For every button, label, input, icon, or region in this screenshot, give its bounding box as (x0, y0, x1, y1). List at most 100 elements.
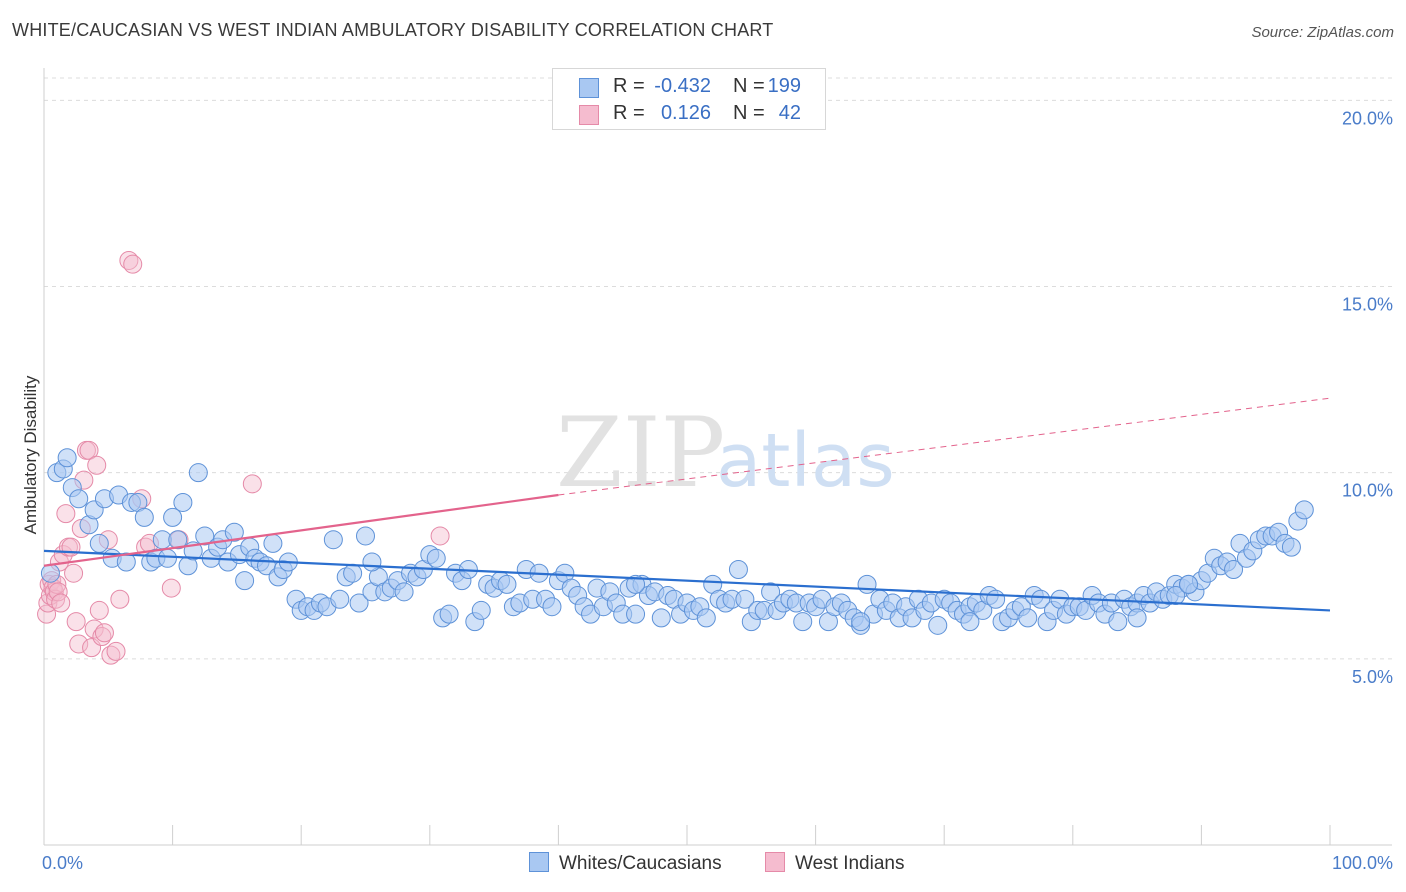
whites-point (163, 507, 183, 527)
west-indians-point (430, 526, 450, 546)
whites-point (735, 589, 755, 609)
whites-point (1179, 574, 1199, 594)
west-indians-point (242, 474, 262, 494)
whites-point (960, 612, 980, 632)
legend-row-whites: R = -0.432 N = 199 (553, 75, 825, 101)
whites-point (1166, 586, 1186, 606)
whites-point (173, 492, 193, 512)
whites-point (195, 526, 215, 546)
whites-point (1294, 500, 1314, 520)
whites-point (793, 612, 813, 632)
chart-title: WHITE/CAUCASIAN VS WEST INDIAN AMBULATOR… (12, 20, 774, 40)
whites-point (356, 526, 375, 546)
correlation-legend: R = -0.432 N = 199 R = 0.126 N = 42 (552, 68, 826, 130)
series-legend: Whites/Caucasians West Indians (0, 852, 1406, 878)
legend-row-west-indians: R = 0.126 N = 42 (553, 102, 825, 128)
legend-r-label: R = (613, 75, 645, 97)
whites-point (928, 615, 948, 635)
x-tick-labels: 0.0% 100.0% (42, 853, 1393, 873)
legend-swatch-blue (579, 78, 599, 98)
west-indians-point (56, 504, 76, 524)
y-tick-label: 10.0% (1342, 481, 1393, 501)
whites-point (349, 593, 369, 613)
whites-point (235, 571, 255, 591)
x-tick-label: 100.0% (1332, 853, 1393, 873)
west-indians-point (66, 612, 86, 632)
legend-n-label: N = (733, 102, 765, 124)
whites-point (394, 582, 414, 602)
legend-item-whites[interactable]: Whites/Caucasians (529, 852, 722, 875)
west-indians-point (87, 455, 107, 475)
west-indians-trend-line (43, 493, 559, 567)
west-indians-point (92, 626, 112, 646)
whites-point (168, 530, 188, 550)
west-indians-point (48, 582, 68, 602)
whites-trend-line (43, 549, 1331, 612)
west-indians-point (161, 578, 181, 598)
west-indians-point (79, 440, 99, 460)
legend-label-whites: Whites/Caucasians (559, 853, 722, 874)
x-tick-label: 0.0% (42, 853, 83, 873)
whites-point (626, 604, 646, 624)
whites-point (188, 463, 208, 483)
west-indians-point (84, 619, 104, 639)
legend-swatch-pink (579, 105, 599, 125)
legend-swatch-blue (529, 852, 549, 872)
legend-n-value: 42 (778, 102, 801, 124)
whites-point (1281, 537, 1301, 557)
whites-point (1018, 608, 1038, 628)
west-indians-point (69, 634, 89, 654)
whites-point (330, 589, 350, 609)
whites-point (542, 597, 562, 617)
y-tick-label: 20.0% (1342, 108, 1393, 128)
west-indians-point (106, 641, 126, 661)
west-indians-point (101, 645, 121, 665)
west-indians-point (123, 254, 143, 274)
west-indians-point (119, 250, 139, 270)
y-tick-label: 15.0% (1342, 295, 1393, 315)
legend-item-west-indians[interactable]: West Indians (765, 852, 904, 875)
trend-lines (43, 397, 1331, 612)
legend-r-value: -0.432 (654, 75, 711, 97)
whites-point (89, 533, 109, 553)
whites-point (651, 608, 671, 628)
whites-point (1108, 612, 1128, 632)
whites-point (761, 582, 781, 602)
whites-point (851, 612, 871, 632)
whites-point (362, 552, 382, 572)
whites-point (69, 489, 89, 509)
y-axis-label: Ambulatory Disability (21, 375, 40, 534)
whites-point (40, 563, 60, 583)
watermark: ZIP atlas (556, 397, 895, 509)
whites-point (857, 574, 877, 594)
y-tick-label: 5.0% (1352, 667, 1393, 687)
whites-point (157, 548, 177, 568)
y-tick-labels: 5.0% 10.0% 15.0% 20.0% (1342, 108, 1393, 686)
axes (43, 68, 1392, 846)
west-indians-points (37, 250, 450, 665)
source-label: Source: ZipAtlas.com (1251, 24, 1394, 41)
whites-point (986, 589, 1006, 609)
watermark-atlas: atlas (716, 418, 895, 504)
whites-point (1127, 608, 1147, 628)
whites-point (497, 574, 517, 594)
legend-n-value: 199 (767, 75, 801, 97)
whites-point (263, 533, 283, 553)
whites-point (626, 574, 646, 594)
whites-point (1031, 589, 1051, 609)
whites-point (224, 522, 244, 542)
west-indians-point (110, 589, 130, 609)
whites-point (439, 604, 459, 624)
whites-point (426, 548, 446, 568)
whites-point (728, 559, 748, 579)
whites-point (323, 530, 343, 550)
whites-point (134, 507, 154, 527)
west-indians-point (89, 600, 109, 620)
west-indians-point (51, 593, 71, 613)
legend-label-west-indians: West Indians (795, 853, 905, 874)
west-indians-point (46, 589, 66, 609)
legend-swatch-pink (765, 852, 785, 872)
watermark-zip: ZIP (556, 397, 725, 509)
legend-r-label: R = (613, 102, 645, 124)
